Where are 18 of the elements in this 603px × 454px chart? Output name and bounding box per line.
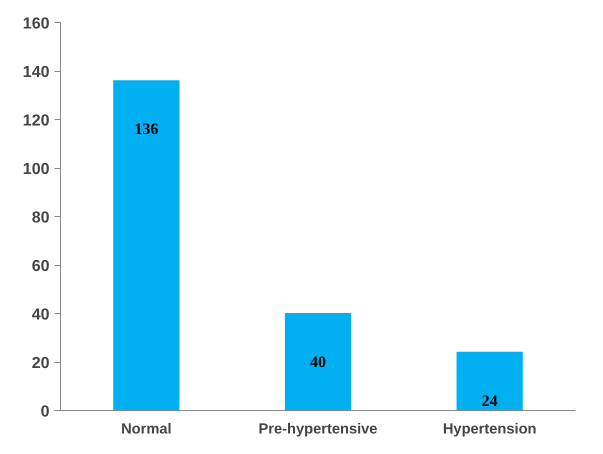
y-tick-label: 100 (22, 161, 50, 178)
data-label: 24 (482, 392, 498, 410)
bar (113, 80, 180, 410)
bar (284, 313, 352, 410)
x-tick-label: Normal (121, 422, 172, 438)
x-tick-label: Hypertension (442, 422, 537, 438)
y-tick-label: 0 (40, 404, 50, 420)
y-tick-label: 120 (22, 112, 50, 130)
x-tick-label: Pre-hypertensive (258, 422, 378, 438)
data-label: 136 (134, 121, 158, 138)
data-label: 40 (310, 354, 326, 371)
y-tick-label: 140 (22, 64, 50, 81)
y-tick-label: 20 (32, 355, 50, 372)
bar (456, 352, 523, 410)
y-tick-label: 160 (22, 16, 50, 32)
y-tick-label: 80 (32, 210, 50, 226)
y-tick-label: 40 (32, 306, 50, 324)
y-tick-label: 60 (32, 258, 50, 275)
